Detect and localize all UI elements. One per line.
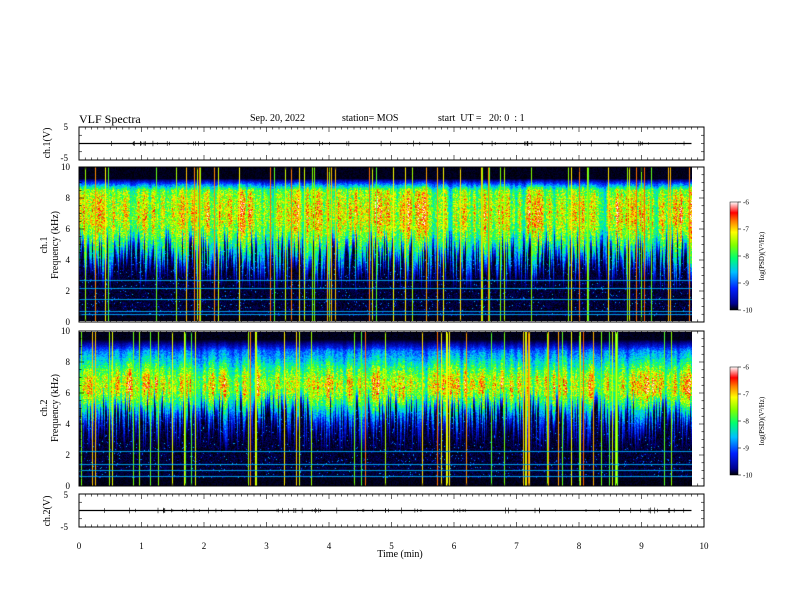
colorbar-tick-label: -7 (743, 391, 749, 399)
ch2-spectrogram-ylabel-frequency: Frequency (kHz) (50, 374, 61, 442)
colorbar-tick-label: -8 (743, 418, 749, 426)
y-tick-label: 2 (66, 286, 71, 296)
y-tick-label: 10 (61, 162, 71, 172)
station-label: station= MOS (342, 113, 399, 124)
x-tick-label: 1 (139, 541, 144, 551)
ch2-colorbar-label: log(PSD)(V²/Hz) (758, 396, 766, 445)
x-axis-ticks: 0 1 2 3 4 5 6 7 8 9 10 (77, 127, 709, 551)
ch2-colorbar: -6 -7 -8 -9 -10 log(PSD)(V²/Hz) (729, 364, 766, 480)
x-axis-label: Time (min) (377, 549, 422, 560)
ch1-waveform-ylabel: ch.1(V) (42, 128, 53, 159)
x-tick-label: 7 (514, 541, 519, 551)
x-tick-label: 3 (264, 541, 269, 551)
ch1-spectrogram-ylabel-channel: ch.1 (39, 237, 50, 254)
colorbar-tick-label: -6 (743, 364, 749, 372)
ch2-ytick-bottom: -5 (61, 522, 69, 532)
y-tick-label: 4 (66, 255, 71, 265)
y-tick-label: 4 (66, 419, 71, 429)
ch1-ytick-bottom: -5 (61, 153, 69, 163)
y-tick-label: 6 (66, 388, 71, 398)
ch2-waveform-ylabel: ch.2(V) (42, 496, 53, 527)
x-tick-label: 8 (577, 541, 582, 551)
y-tick-label: 0 (66, 481, 71, 491)
ch2-spectrogram-ylabel-channel: ch.2 (39, 400, 50, 417)
date-label: Sep. 20, 2022 (250, 113, 305, 124)
start-ut-label: start UT = 20: 0 : 1 (438, 113, 525, 124)
colorbar-tick-label: -9 (743, 280, 749, 288)
ch2-spectrogram-image (79, 332, 692, 486)
colorbar-tick-label: -10 (743, 307, 753, 315)
colorbar-tick-label: -6 (743, 199, 749, 207)
y-tick-label: 2 (66, 450, 71, 460)
x-tick-label: 5 (389, 541, 394, 551)
x-tick-label: 2 (202, 541, 207, 551)
x-tick-label: 4 (327, 541, 332, 551)
ch2-waveform-trace (79, 507, 692, 514)
ch2-ytick-top: 5 (64, 490, 69, 500)
ch1-colorbar: -6 -7 -8 -9 -10 log(PSD)(V²/Hz) (729, 199, 766, 315)
colorbar-tick-label: -7 (743, 226, 749, 234)
plot-title: VLF Spectra (79, 112, 141, 126)
y-tick-label: 6 (66, 224, 71, 234)
colorbar-tick-label: -10 (743, 472, 753, 480)
x-tick-label: 10 (700, 541, 710, 551)
y-tick-label: 10 (61, 326, 71, 336)
ch1-spectrogram-image (79, 167, 692, 321)
x-tick-label: 6 (452, 541, 457, 551)
x-tick-label: 9 (639, 541, 644, 551)
ch1-waveform-trace (79, 140, 692, 147)
colorbar-tick-label: -9 (743, 445, 749, 453)
ch1-colorbar-label: log(PSD)(V²/Hz) (758, 231, 766, 280)
ch1-ytick-top: 5 (64, 122, 69, 132)
colorbar-tick-label: -8 (743, 253, 749, 261)
y-tick-label: 8 (66, 193, 71, 203)
y-tick-label: 8 (66, 357, 71, 367)
ch1-spectrogram-ylabel-frequency: Frequency (kHz) (50, 211, 61, 279)
y-tick-label: 0 (66, 317, 71, 327)
x-tick-label: 0 (77, 541, 82, 551)
